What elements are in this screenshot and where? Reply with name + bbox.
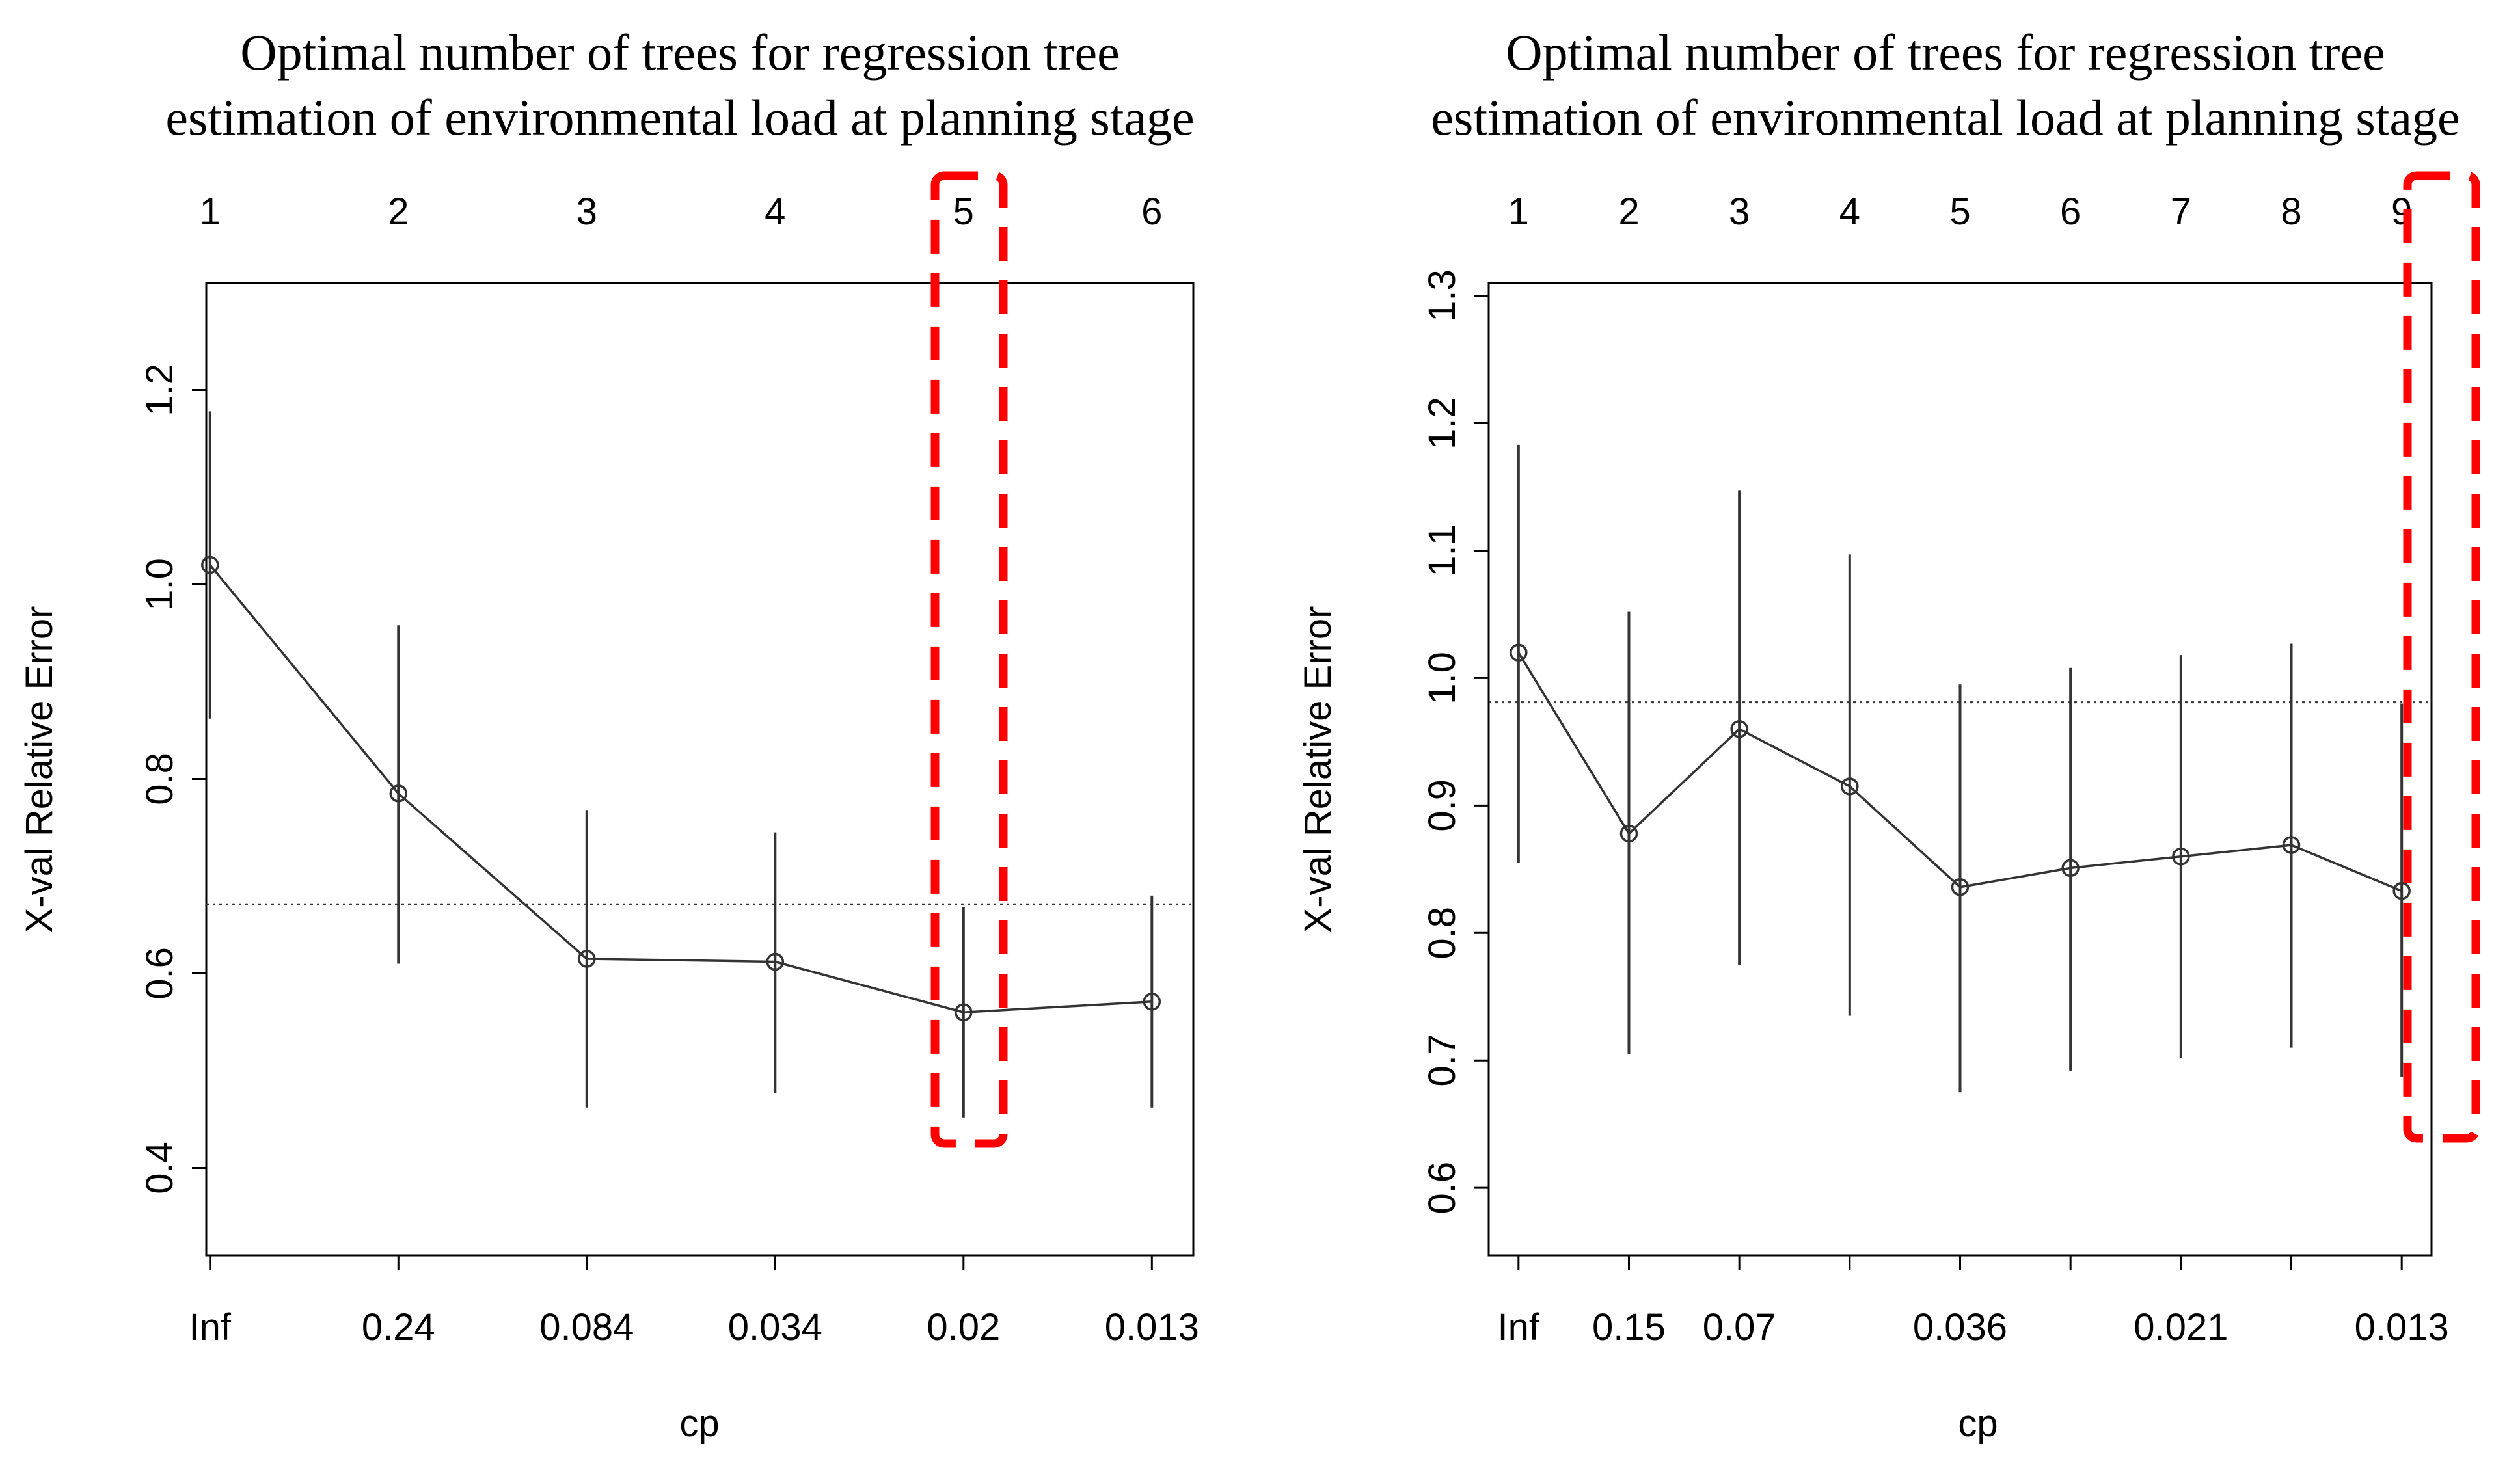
right-error-bars: [1517, 444, 2404, 1093]
right-data-points: [1510, 643, 2411, 900]
right-series-line: [1517, 652, 2402, 892]
right-bottom-axis-label-1: Inf: [1498, 1306, 1540, 1348]
right-bottom-axis: Inf 0.15 0.07 0.036 0.021 0.013: [1498, 1255, 2449, 1348]
right-data-point-7: [2172, 847, 2190, 866]
left-data-point-5: [955, 1003, 973, 1021]
right-data-point-2: [1619, 824, 1638, 843]
right-top-axis-label-4: 4: [1839, 191, 1860, 233]
left-bottom-axis-label-5: 0.02: [927, 1306, 1000, 1348]
right-y-tick-label-7: 1.3: [1421, 269, 1463, 322]
right-y-tick-label-3: 0.9: [1421, 779, 1463, 832]
right-chart-title-line-2: estimation of environmental load at plan…: [1431, 89, 2459, 146]
right-data-point-1: [1510, 643, 1528, 662]
right-y-tick-label-6: 1.2: [1421, 397, 1463, 449]
right-top-axis-label-1: 1: [1508, 191, 1529, 233]
left-y-axis-ticks: 0.4 0.6 0.8 1.0 1.2: [139, 364, 206, 1194]
right-top-axis-label-7: 7: [2171, 191, 2191, 233]
right-y-tick-label-2: 0.8: [1421, 907, 1463, 959]
right-y-tick-label-0: 0.6: [1421, 1162, 1463, 1214]
right-x-axis-label: cp: [1958, 1402, 1998, 1445]
right-bottom-axis-label-3: 0.07: [1703, 1306, 1776, 1348]
left-top-axis: 1 2 3 4 5 6: [200, 191, 1163, 233]
right-bottom-axis-label-7: 0.021: [2134, 1306, 2228, 1348]
left-data-point-6: [1143, 993, 1161, 1011]
left-data-points: [201, 556, 1161, 1021]
left-top-axis-label-5: 5: [953, 191, 974, 233]
left-bottom-axis-label-6: 0.013: [1105, 1306, 1199, 1348]
left-y-tick-label-4: 1.2: [139, 364, 181, 416]
left-data-point-2: [389, 784, 408, 803]
left-top-axis-label-4: 4: [765, 191, 785, 233]
left-bottom-axis-label-3: 0.084: [539, 1306, 634, 1348]
left-data-point-1: [201, 556, 219, 574]
left-top-axis-label-2: 2: [388, 191, 409, 233]
right-optimal-highlight-box: [2403, 171, 2480, 1143]
left-top-axis-label-1: 1: [200, 191, 221, 233]
left-bottom-axis-label-2: 0.24: [362, 1306, 435, 1348]
right-top-axis-label-8: 8: [2281, 191, 2301, 233]
left-bottom-axis-label-1: Inf: [189, 1306, 232, 1348]
right-data-point-4: [1841, 777, 1859, 796]
left-y-tick-label-0: 0.4: [139, 1142, 181, 1194]
right-data-point-3: [1730, 720, 1748, 738]
right-y-tick-label-1: 0.7: [1421, 1034, 1463, 1087]
left-y-tick-label-2: 0.8: [139, 753, 181, 805]
left-chart-title-line-1: Optimal number of trees for regression t…: [240, 24, 1120, 81]
left-y-tick-label-1: 0.6: [139, 947, 181, 1000]
left-bottom-axis: Inf 0.24 0.084 0.034 0.02 0.013: [189, 1255, 1199, 1348]
right-data-point-5: [1951, 878, 1970, 896]
right-chart-title-line-1: Optimal number of trees for regression t…: [1506, 24, 2385, 81]
right-top-axis-label-3: 3: [1729, 191, 1750, 233]
left-error-bars: [208, 411, 1154, 1118]
right-y-tick-label-4: 1.0: [1421, 652, 1463, 704]
right-top-axis-label-6: 6: [2060, 191, 2081, 233]
right-bottom-axis-label-2: 0.15: [1592, 1306, 1666, 1348]
right-y-tick-label-5: 1.1: [1421, 524, 1463, 577]
right-data-point-6: [2061, 859, 2080, 878]
right-bottom-axis-label-5: 0.036: [1913, 1306, 2007, 1348]
left-optimal-highlight-box: [930, 171, 1008, 1148]
left-series-line: [209, 564, 1152, 1014]
left-y-tick-label-3: 1.0: [139, 558, 181, 611]
left-data-point-4: [766, 952, 785, 971]
left-chart-panel: Optimal number of trees for regression t…: [18, 24, 1199, 1445]
left-y-axis-label: X-val Relative Error: [18, 606, 61, 933]
left-data-point-3: [578, 950, 596, 968]
right-data-point-9: [2392, 881, 2411, 900]
right-chart-panel: Optimal number of trees for regression t…: [1297, 24, 2480, 1445]
right-data-point-8: [2282, 836, 2301, 854]
right-top-axis-label-2: 2: [1618, 191, 1639, 233]
left-top-axis-label-6: 6: [1141, 191, 1162, 233]
left-plot-frame: [205, 282, 1195, 1257]
left-bottom-axis-label-4: 0.034: [728, 1306, 822, 1348]
right-y-axis-label: X-val Relative Error: [1297, 606, 1339, 933]
right-bottom-axis-label-9: 0.013: [2355, 1306, 2449, 1348]
left-chart-title-line-2: estimation of environmental load at plan…: [165, 89, 1194, 146]
left-x-axis-label: cp: [679, 1402, 719, 1445]
left-top-axis-label-3: 3: [576, 191, 597, 233]
right-top-axis-label-5: 5: [1949, 191, 1970, 233]
right-y-axis-ticks: 0.6 0.7 0.8 0.9 1.0 1.1 1.2 1.3: [1421, 269, 1489, 1214]
